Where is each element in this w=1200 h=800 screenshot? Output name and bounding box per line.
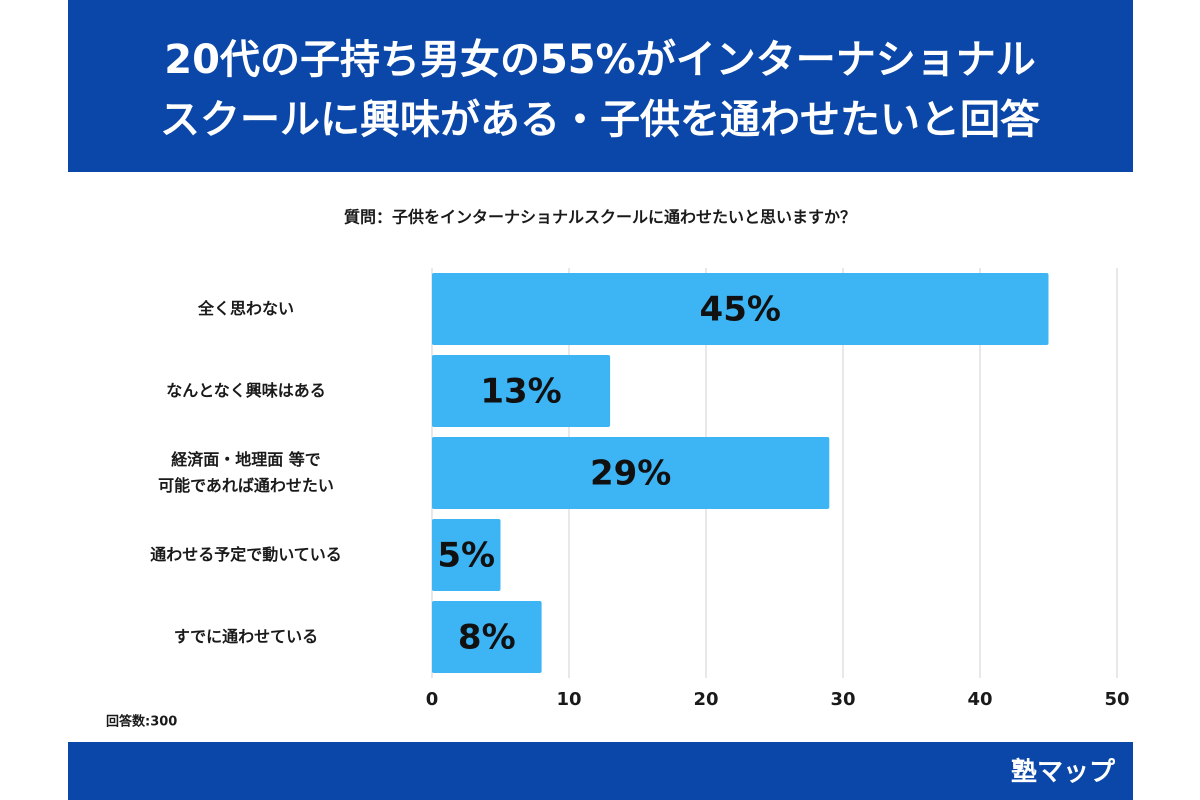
y-tick-label: 経済面・地理面 等で可能であれば通わせたい <box>158 450 334 495</box>
response-note: 回答数:300 <box>106 714 177 730</box>
bar <box>432 519 501 591</box>
bar <box>432 437 830 509</box>
chart-title-line: スクールに興味がある・子供を通わせたいと回答 <box>160 97 1041 143</box>
bar <box>432 601 542 673</box>
data-label: 5% <box>437 536 495 576</box>
y-tick-label: なんとなく興味はある <box>166 381 326 400</box>
x-tick-label: 10 <box>556 689 581 710</box>
x-tick-label: 40 <box>967 689 992 710</box>
bar <box>432 355 611 427</box>
data-label: 8% <box>458 618 516 658</box>
footer-band <box>68 742 1133 800</box>
x-tick-label: 50 <box>1104 689 1129 710</box>
data-label: 45% <box>700 290 781 330</box>
brand-logo: 塾マップ <box>1011 757 1116 788</box>
y-tick-label: すでに通わせている <box>174 627 318 646</box>
x-tick-label: 30 <box>830 689 855 710</box>
x-tick-label: 20 <box>693 689 718 710</box>
chart-title-line: 20代の子持ち男女の55%がインターナショナル <box>164 37 1035 83</box>
bar <box>432 273 1049 345</box>
subtitle: 質問：子供をインターナショナルスクールに通わせたいと思いますか？ <box>344 208 856 227</box>
data-label: 13% <box>480 372 561 412</box>
x-tick-label: 0 <box>426 689 439 710</box>
y-tick-label: 全く思わない <box>197 299 294 318</box>
y-tick-label: 通わせる予定で動いている <box>150 545 342 564</box>
data-label: 29% <box>590 454 671 494</box>
header-band <box>68 0 1133 172</box>
